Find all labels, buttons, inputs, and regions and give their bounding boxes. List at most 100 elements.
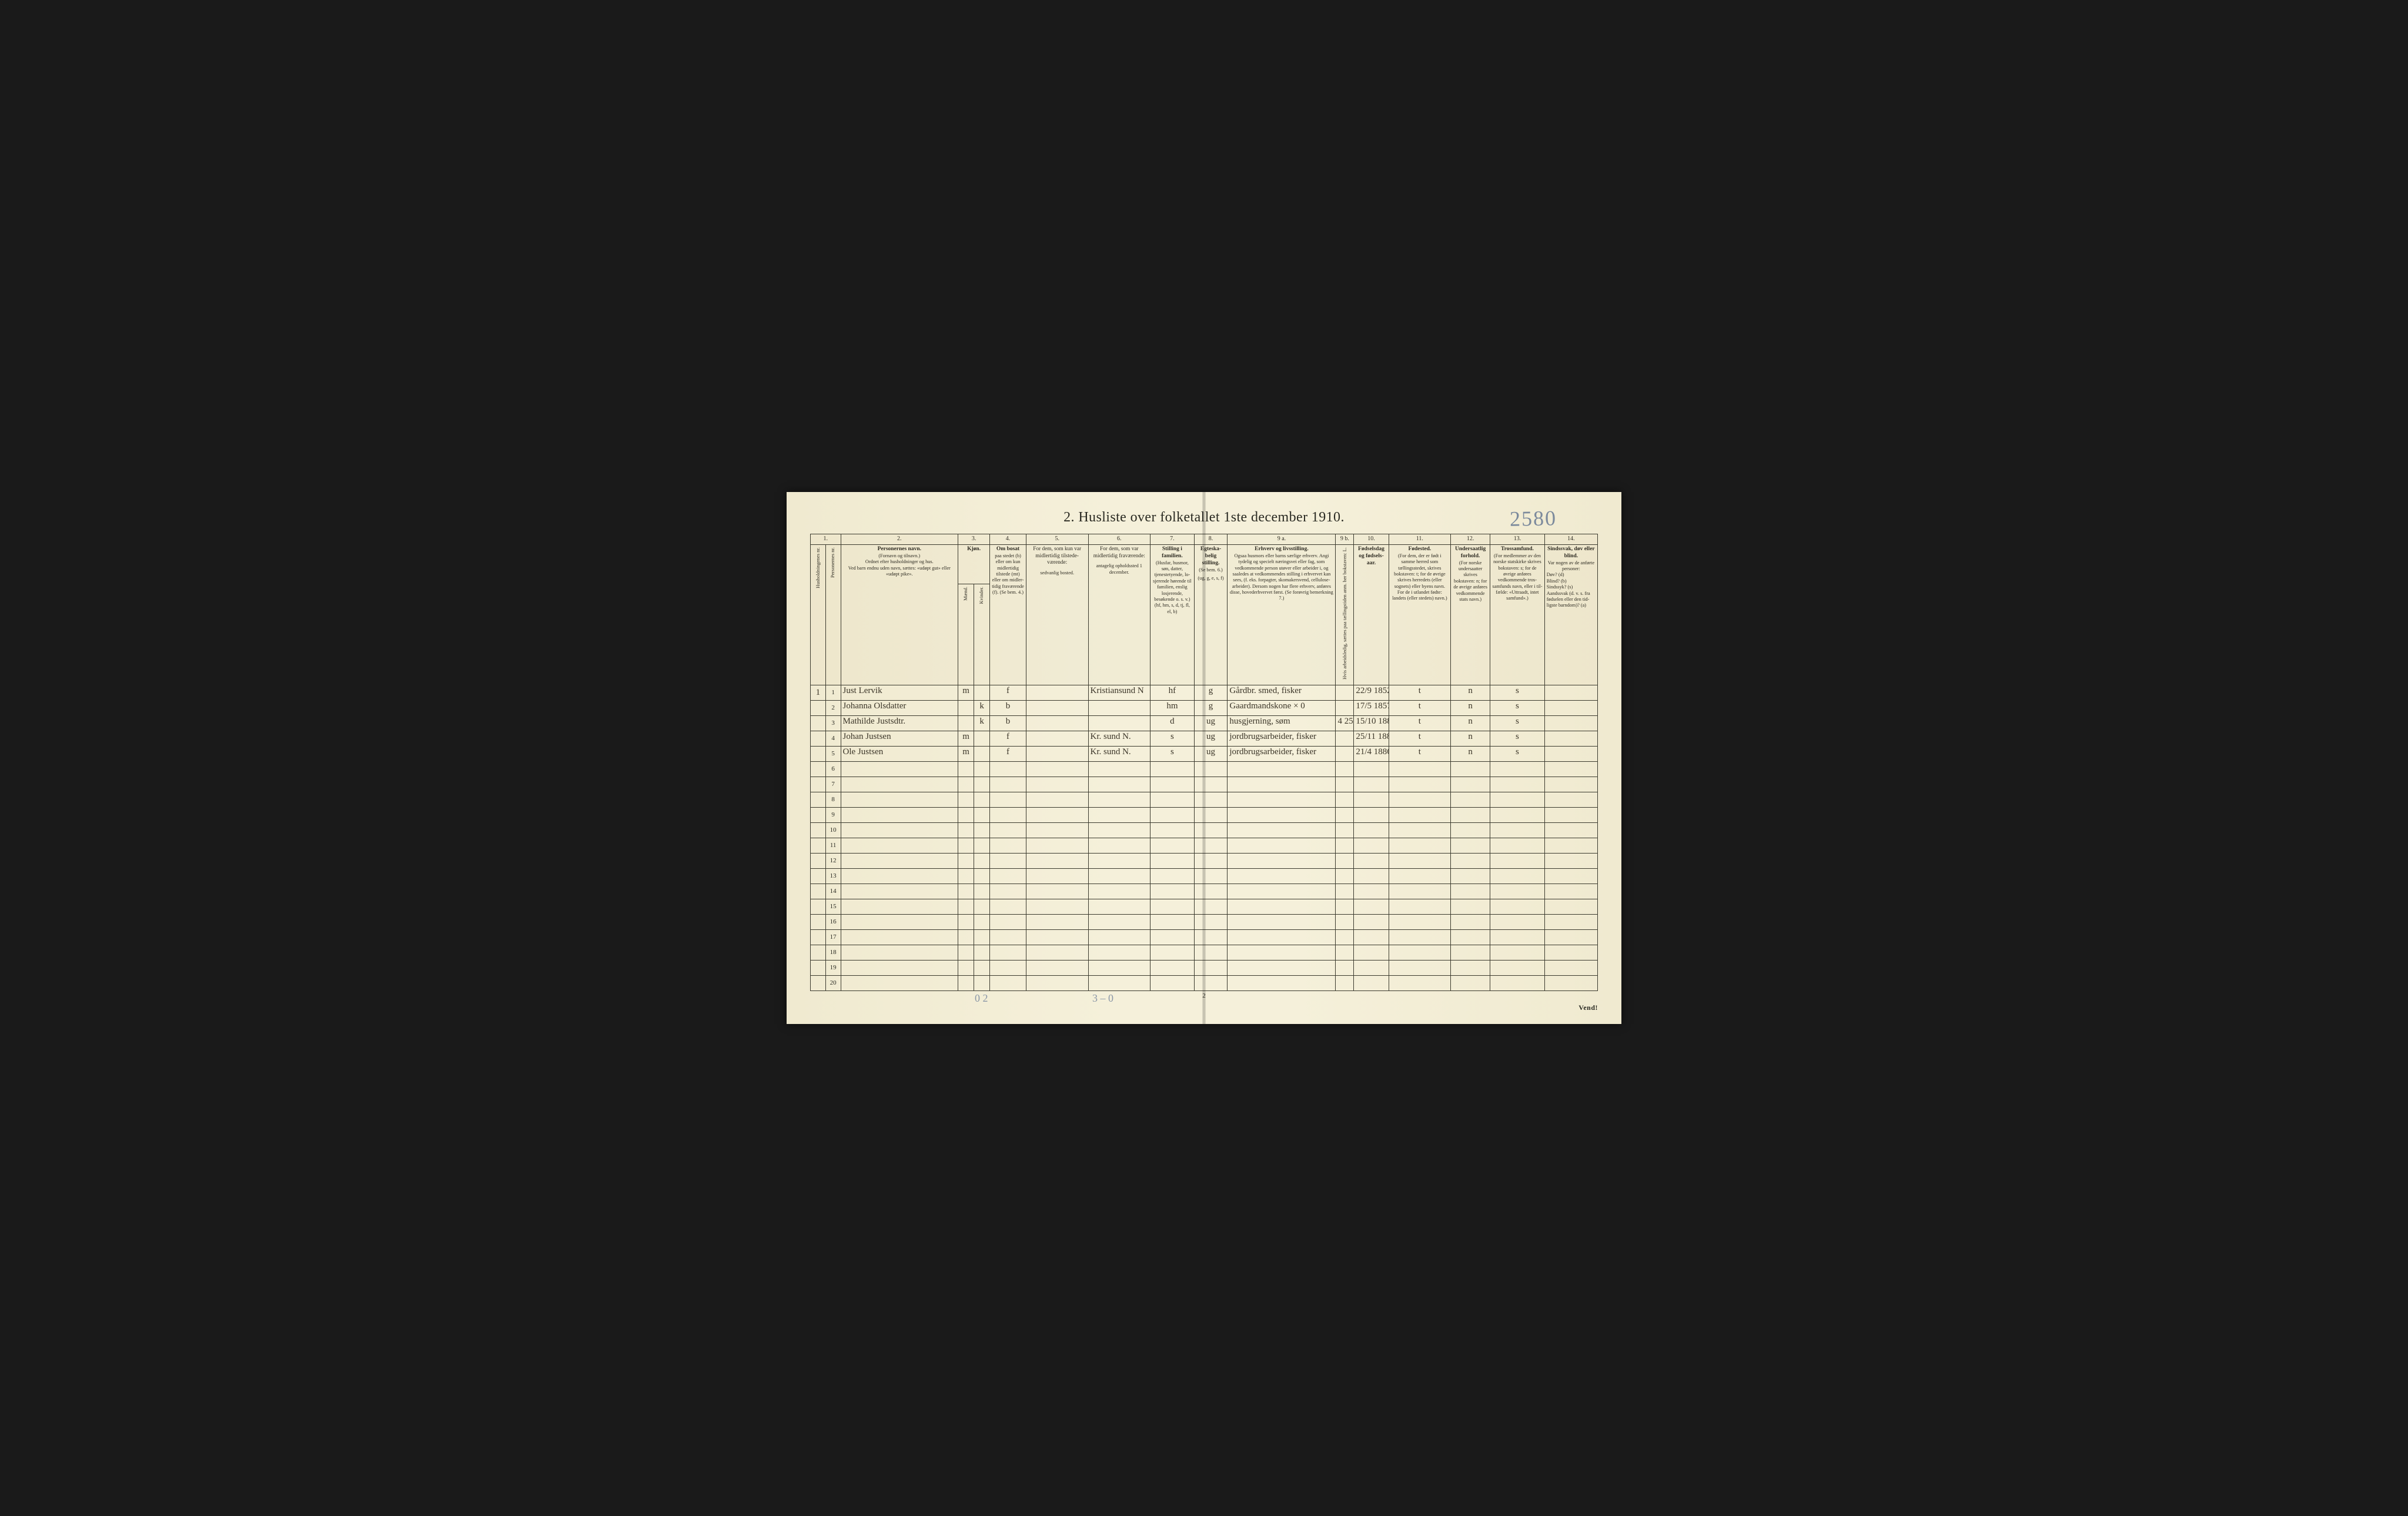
cell-empty [1336, 807, 1354, 822]
cell-empty [1354, 868, 1389, 884]
cell-tro: s [1490, 731, 1545, 746]
cell-empty [1451, 777, 1490, 792]
cell-empty [1228, 777, 1336, 792]
cell-empty [1336, 822, 1354, 838]
cell-empty [1490, 899, 1545, 914]
cell-empty [1151, 838, 1195, 853]
cell-empty [990, 777, 1026, 792]
cell-egte: ug [1194, 731, 1228, 746]
table-row: 15 [811, 899, 1598, 914]
cell-empty [1026, 929, 1088, 945]
cell-empty [841, 838, 958, 853]
cell-c14 [1544, 746, 1597, 761]
cell-egte: g [1194, 685, 1228, 700]
cell-empty [1088, 945, 1151, 960]
cell-erhverv: jordbrugsarbeider, fisker [1228, 746, 1336, 761]
cell-under: n [1451, 746, 1490, 761]
cell-bosat: b [990, 715, 1026, 731]
cell-empty: 6 [825, 761, 841, 777]
table-row: 20 [811, 975, 1598, 990]
cell-empty [974, 792, 990, 807]
cell-empty [1228, 853, 1336, 868]
cell-c6: Kristiansund N [1088, 685, 1151, 700]
table-body: 11Just LervikmfKristiansund NhfgGårdbr. … [811, 685, 1598, 990]
cell-empty [1490, 960, 1545, 975]
table-row: 4Johan JustsenmfKr. sund N.sugjordbrugsa… [811, 731, 1598, 746]
cell-pn: 3 [825, 715, 841, 731]
column-number: 9 b. [1336, 534, 1354, 545]
cell-empty [1490, 868, 1545, 884]
cell-empty [1389, 807, 1451, 822]
cell-empty [1451, 868, 1490, 884]
cell-empty [1389, 761, 1451, 777]
cell-fdato: 21/4 1886 [1354, 746, 1389, 761]
census-table: 1.2.3.4.5.6.7.8.9 a.9 b.10.11.12.13.14. … [810, 534, 1598, 990]
cell-empty [1151, 929, 1195, 945]
column-number: 12. [1451, 534, 1490, 545]
cell-empty [1451, 929, 1490, 945]
cell-empty [1451, 853, 1490, 868]
cell-name: Ole Justsen [841, 746, 958, 761]
cell-empty [1194, 807, 1228, 822]
cell-empty [1336, 853, 1354, 868]
cell-sex_m: m [958, 685, 974, 700]
cell-empty [1544, 853, 1597, 868]
hdr-sex: Kjøn. [958, 544, 990, 584]
hdr-household-no: Husholdningenes nr. [811, 544, 826, 685]
cell-empty [958, 853, 974, 868]
cell-empty [1151, 761, 1195, 777]
cell-empty [1026, 792, 1088, 807]
cell-empty [958, 792, 974, 807]
cell-empty [841, 899, 958, 914]
cell-empty [1194, 975, 1228, 990]
cell-empty [958, 960, 974, 975]
table-row: 11 [811, 838, 1598, 853]
cell-empty [1354, 822, 1389, 838]
cell-empty: 19 [825, 960, 841, 975]
hdr-marital: Egteska­belig stilling. (Se bem. 6.) (ug… [1194, 544, 1228, 685]
cell-tro: s [1490, 746, 1545, 761]
cell-egte: ug [1194, 715, 1228, 731]
cell-empty [1451, 960, 1490, 975]
pencil-note-mid: 3 – 0 [1092, 992, 1113, 1005]
cell-hh [811, 746, 826, 761]
pencil-note-left: 0 2 [975, 992, 988, 1005]
cell-c6: Kr. sund N. [1088, 746, 1151, 761]
table-row: 11Just LervikmfKristiansund NhfgGårdbr. … [811, 685, 1598, 700]
cell-empty [1194, 822, 1228, 838]
cell-empty [1228, 761, 1336, 777]
cell-empty [1026, 807, 1088, 822]
cell-name: Johan Justsen [841, 731, 958, 746]
cell-erhverv: husgjerning, søm [1228, 715, 1336, 731]
cell-empty [1151, 899, 1195, 914]
cell-empty [811, 884, 826, 899]
cell-empty [1194, 929, 1228, 945]
cell-empty [974, 761, 990, 777]
column-number: 3. [958, 534, 990, 545]
cell-sex_m [958, 700, 974, 715]
cell-empty [1544, 807, 1597, 822]
cell-fam: hf [1151, 685, 1195, 700]
cell-empty [990, 792, 1026, 807]
cell-empty [1026, 975, 1088, 990]
cell-empty [990, 807, 1026, 822]
cell-empty [974, 929, 990, 945]
table-row: 3Mathilde Justsdtr.kbdughusgjerning, søm… [811, 715, 1598, 731]
cell-empty [1026, 853, 1088, 868]
cell-empty [1088, 807, 1151, 822]
cell-empty [1336, 929, 1354, 945]
cell-empty [1354, 838, 1389, 853]
cell-sex_k: k [974, 700, 990, 715]
hdr-female: Kvinder. [974, 584, 990, 685]
cell-tro: s [1490, 685, 1545, 700]
cell-fsted: t [1389, 731, 1451, 746]
cell-c9b [1336, 731, 1354, 746]
cell-sex_k [974, 685, 990, 700]
cell-empty [958, 777, 974, 792]
cell-empty: 10 [825, 822, 841, 838]
cell-empty [1194, 761, 1228, 777]
cell-empty [958, 838, 974, 853]
cell-empty [974, 807, 990, 822]
cell-empty [1088, 929, 1151, 945]
cell-empty [1490, 914, 1545, 929]
